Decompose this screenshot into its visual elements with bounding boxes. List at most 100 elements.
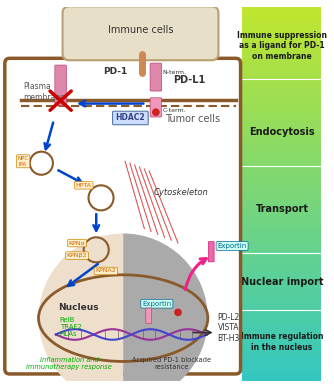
Bar: [242, 250, 321, 253]
Text: NPC
IPA: NPC IPA: [17, 156, 29, 167]
FancyBboxPatch shape: [150, 98, 162, 117]
Bar: [242, 66, 321, 69]
Bar: [242, 306, 321, 309]
Bar: [242, 325, 321, 328]
Bar: [242, 107, 321, 110]
Bar: [242, 151, 321, 154]
Text: Cytoskeleton: Cytoskeleton: [154, 187, 208, 197]
Text: Nucleus: Nucleus: [58, 303, 99, 312]
Bar: [242, 334, 321, 337]
Bar: [242, 213, 321, 216]
Bar: [242, 123, 321, 126]
Bar: [242, 222, 321, 225]
Bar: [242, 166, 321, 169]
Bar: [242, 138, 321, 141]
Bar: [242, 228, 321, 231]
Text: Plasma
membrane: Plasma membrane: [23, 82, 65, 102]
Wedge shape: [123, 234, 208, 388]
Bar: [242, 48, 321, 51]
Text: RelB
TRAF2
HLAs: RelB TRAF2 HLAs: [60, 317, 81, 337]
Bar: [242, 129, 321, 132]
Bar: [242, 259, 321, 262]
FancyBboxPatch shape: [55, 65, 66, 106]
Text: C-term.: C-term.: [163, 108, 186, 113]
Text: Nuclear import: Nuclear import: [241, 277, 323, 287]
Bar: [242, 294, 321, 297]
Bar: [242, 216, 321, 219]
Bar: [242, 17, 321, 20]
Bar: [242, 160, 321, 163]
Bar: [242, 97, 321, 100]
Text: Inflammation and
immunotherapy response: Inflammation and immunotherapy response: [26, 357, 112, 370]
Bar: [242, 157, 321, 160]
Bar: [242, 237, 321, 241]
Bar: [242, 234, 321, 237]
Bar: [242, 32, 321, 35]
Bar: [242, 45, 321, 48]
Bar: [242, 231, 321, 234]
Bar: [242, 322, 321, 325]
Bar: [242, 340, 321, 343]
Text: Immune cells: Immune cells: [108, 25, 173, 35]
Bar: [242, 278, 321, 281]
Text: KPNβ2: KPNβ2: [67, 253, 87, 258]
Bar: [242, 188, 321, 191]
Bar: [242, 359, 321, 362]
Bar: [242, 63, 321, 66]
Bar: [242, 194, 321, 197]
Bar: [242, 14, 321, 17]
Bar: [242, 337, 321, 340]
Bar: [242, 319, 321, 322]
Text: Immune suppression
as a ligand for PD-1
on membrane: Immune suppression as a ligand for PD-1 …: [237, 31, 327, 61]
Bar: [242, 281, 321, 284]
Bar: [242, 42, 321, 45]
Bar: [242, 163, 321, 166]
Bar: [242, 331, 321, 334]
Bar: [242, 346, 321, 350]
Bar: [242, 378, 321, 381]
Bar: [242, 268, 321, 272]
Bar: [242, 328, 321, 331]
Bar: [242, 350, 321, 353]
Bar: [242, 312, 321, 315]
Ellipse shape: [152, 108, 160, 116]
Bar: [242, 247, 321, 250]
Bar: [242, 100, 321, 104]
Text: Endocytosis: Endocytosis: [249, 127, 315, 137]
Bar: [242, 297, 321, 300]
Bar: [242, 76, 321, 79]
Bar: [242, 262, 321, 265]
Bar: [242, 29, 321, 32]
FancyBboxPatch shape: [113, 111, 148, 125]
Bar: [242, 284, 321, 288]
Bar: [242, 113, 321, 116]
Text: PD-1: PD-1: [103, 67, 128, 76]
Text: PD-L1: PD-L1: [173, 75, 205, 85]
Bar: [242, 69, 321, 73]
Bar: [242, 241, 321, 244]
Bar: [242, 126, 321, 129]
Bar: [242, 309, 321, 312]
Bar: [242, 197, 321, 200]
Text: HDAC2: HDAC2: [115, 113, 145, 123]
FancyBboxPatch shape: [146, 308, 152, 324]
Bar: [242, 256, 321, 259]
Bar: [242, 343, 321, 346]
Wedge shape: [38, 234, 123, 388]
Text: Exportin: Exportin: [142, 301, 171, 307]
Bar: [242, 365, 321, 368]
Text: Acquired PD-1 blockade
resistance: Acquired PD-1 blockade resistance: [132, 357, 211, 370]
Bar: [242, 88, 321, 91]
Bar: [242, 185, 321, 188]
Bar: [242, 374, 321, 378]
Bar: [242, 362, 321, 365]
Bar: [242, 272, 321, 275]
Bar: [242, 60, 321, 63]
Bar: [242, 253, 321, 256]
Bar: [242, 244, 321, 247]
Ellipse shape: [174, 308, 182, 316]
Bar: [242, 141, 321, 144]
Bar: [242, 353, 321, 356]
Text: Transport: Transport: [256, 204, 309, 215]
Bar: [242, 200, 321, 203]
